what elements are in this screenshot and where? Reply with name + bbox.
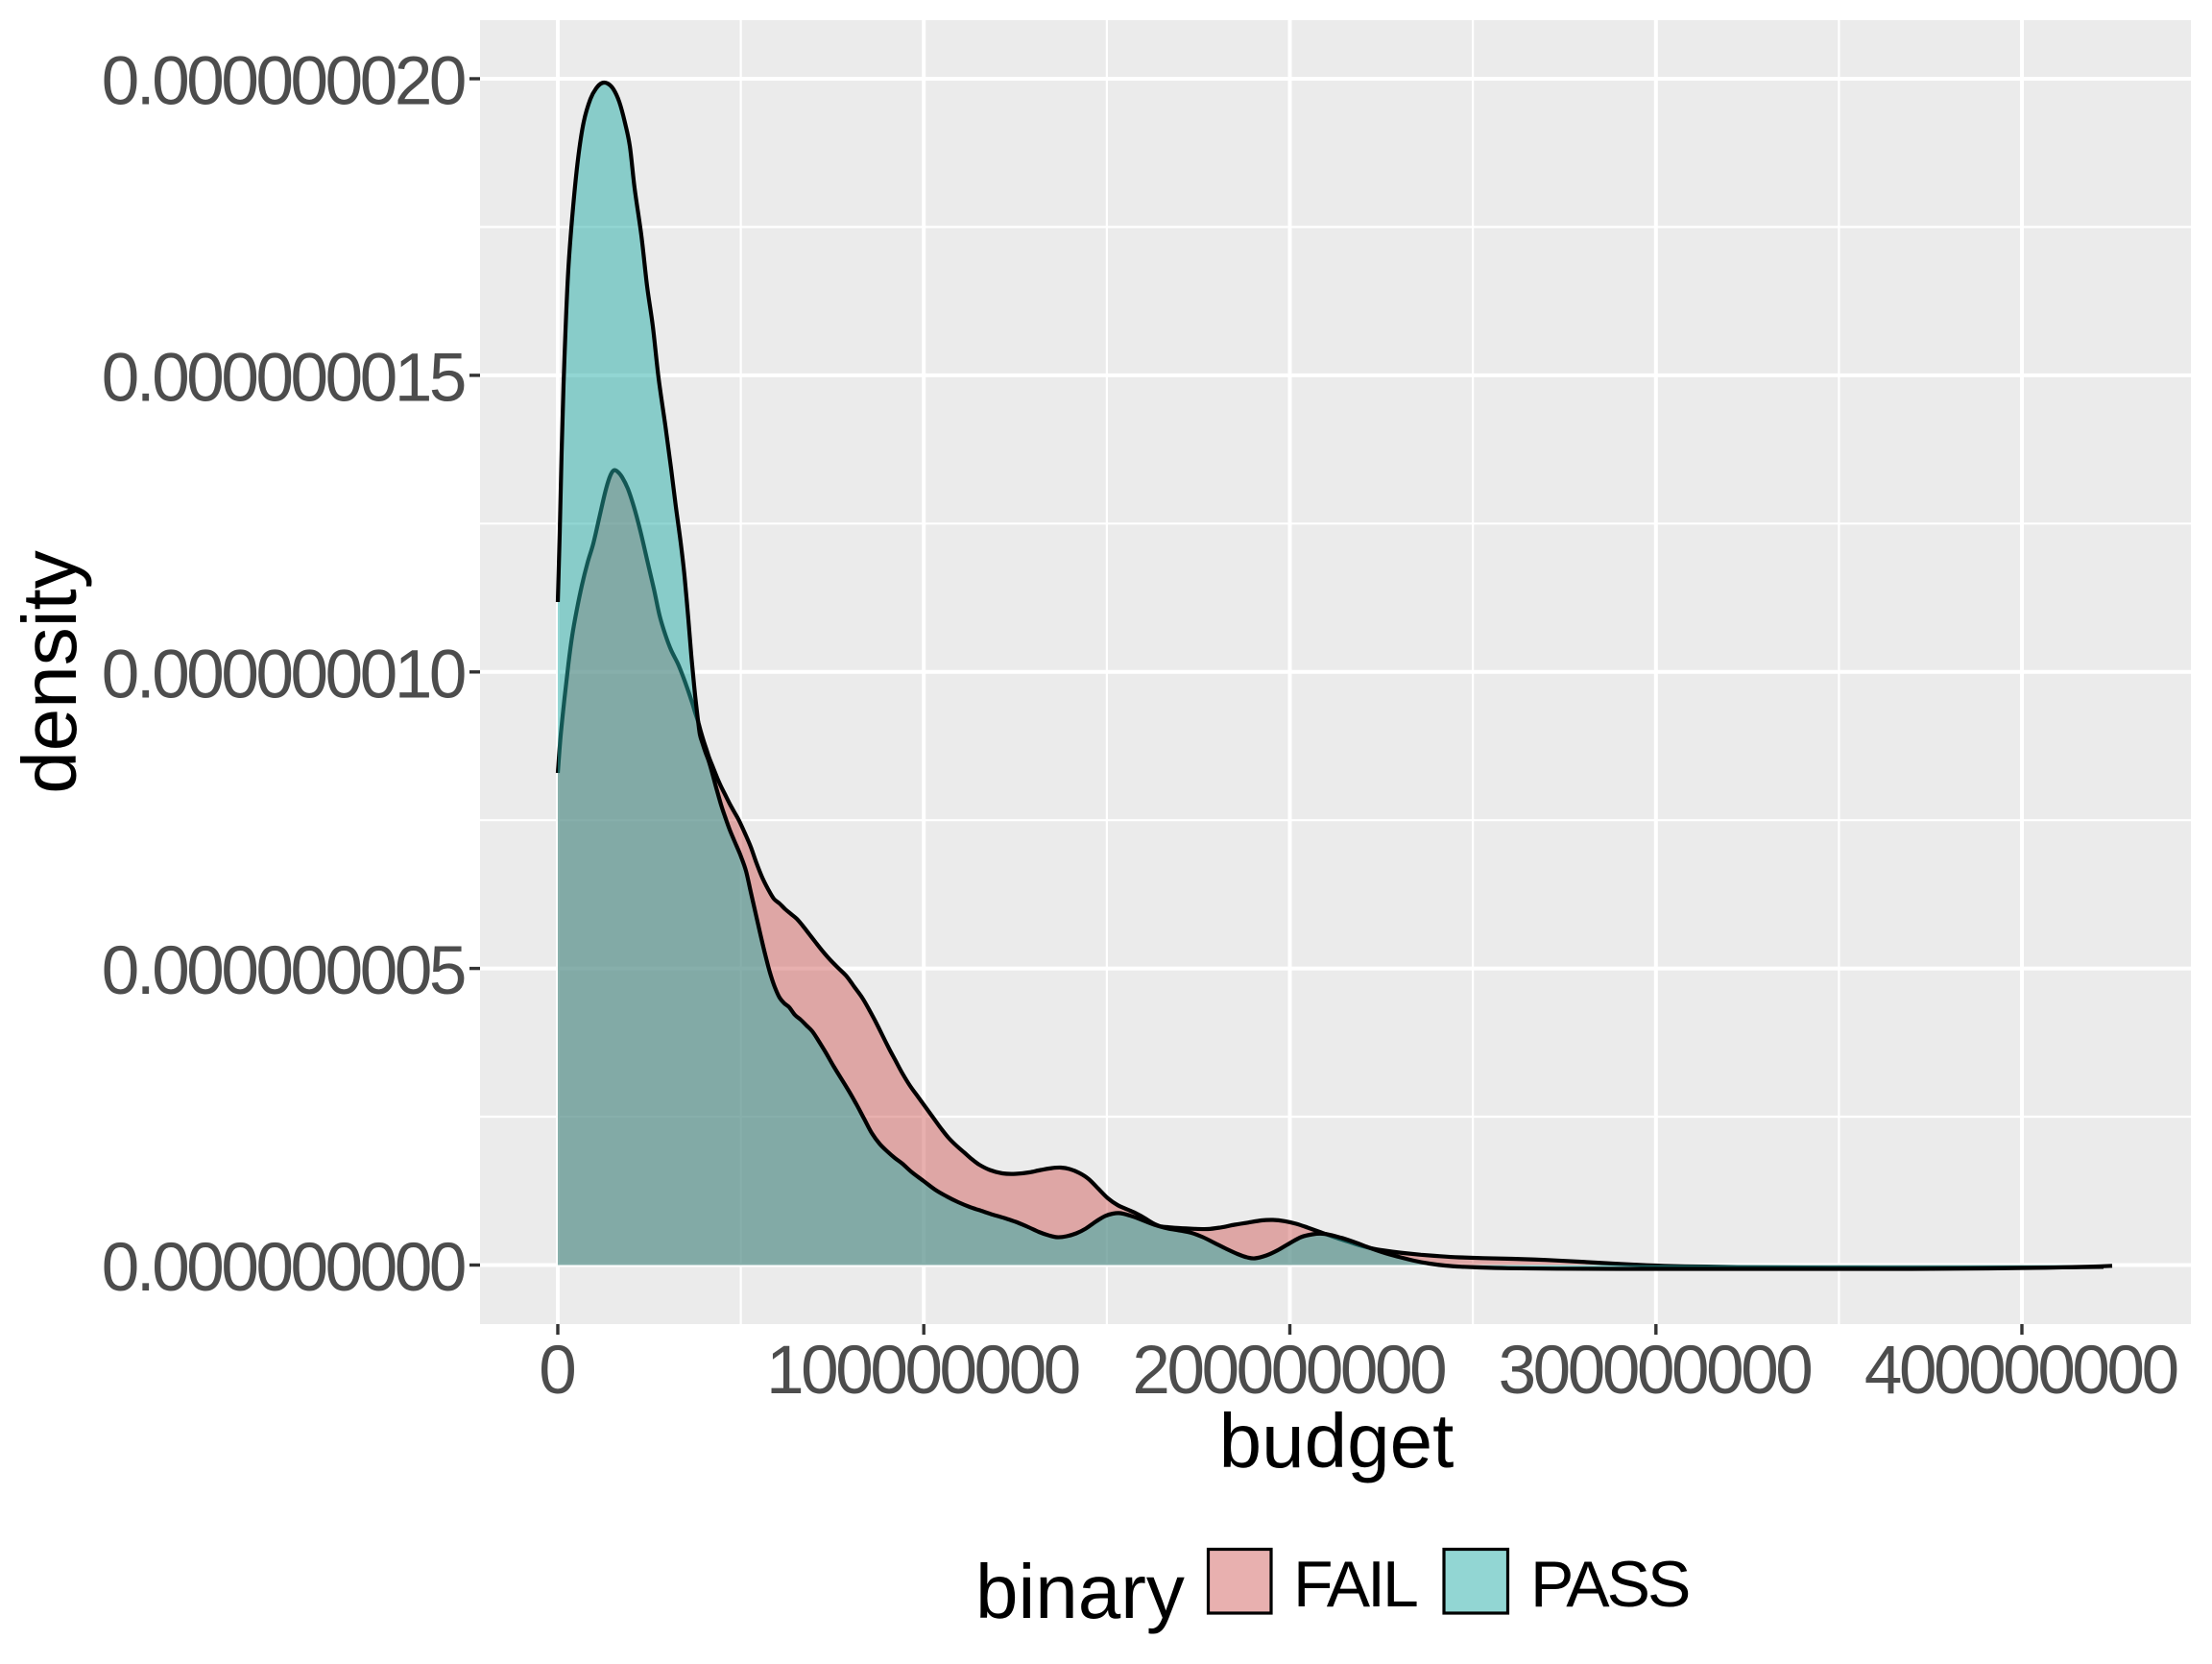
svg-text:PASS: PASS <box>1530 1548 1689 1621</box>
svg-text:0.000000020: 0.000000020 <box>102 44 465 120</box>
svg-text:200000000: 200000000 <box>1132 1333 1445 1409</box>
svg-text:density: density <box>7 550 92 793</box>
svg-text:0.000000015: 0.000000015 <box>102 340 465 416</box>
svg-text:100000000: 100000000 <box>766 1333 1079 1409</box>
svg-text:FAIL: FAIL <box>1293 1548 1417 1621</box>
svg-text:0.000000010: 0.000000010 <box>102 637 465 712</box>
svg-text:binary: binary <box>975 1549 1185 1634</box>
svg-text:0: 0 <box>539 1333 574 1409</box>
svg-text:budget: budget <box>1219 1398 1455 1483</box>
svg-text:300000000: 300000000 <box>1499 1333 1812 1409</box>
svg-text:400000000: 400000000 <box>1864 1333 2177 1409</box>
svg-text:0.000000000: 0.000000000 <box>102 1230 465 1306</box>
svg-text:0.000000005: 0.000000005 <box>102 933 465 1009</box>
